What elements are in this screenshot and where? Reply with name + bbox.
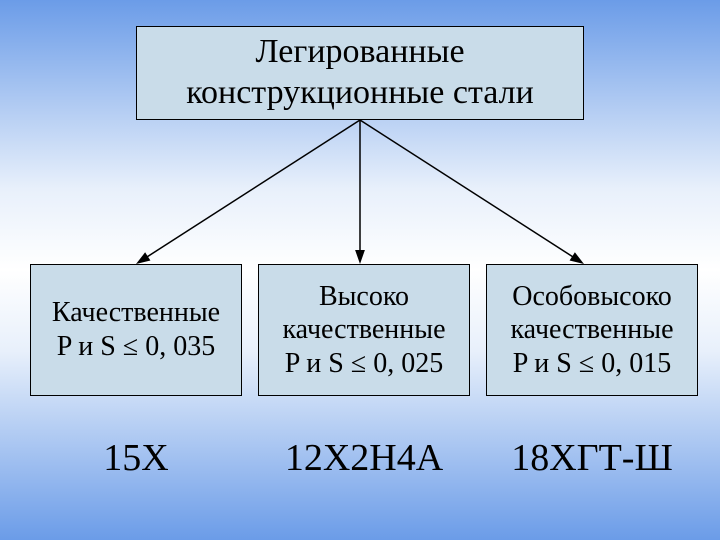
child-text-2: Высоко качественные P и S ≤ 0, 025 bbox=[282, 280, 445, 381]
child-text-3: Особовысоко качественные P и S ≤ 0, 015 bbox=[510, 280, 673, 381]
child-box-2: Высоко качественные P и S ≤ 0, 025 bbox=[258, 264, 470, 396]
child-box-3: Особовысоко качественные P и S ≤ 0, 015 bbox=[486, 264, 698, 396]
example-3: 18ХГТ-Ш bbox=[486, 436, 698, 480]
title-box: Легированные конструкционные стали bbox=[136, 26, 584, 120]
example-1: 15Х bbox=[30, 436, 242, 480]
diagram: Легированные конструкционные стали Качес… bbox=[0, 0, 720, 540]
child-box-1: Качественные P и S ≤ 0, 035 bbox=[30, 264, 242, 396]
example-2: 12Х2Н4А bbox=[258, 436, 470, 480]
title-text: Легированные конструкционные стали bbox=[145, 32, 575, 114]
child-text-1: Качественные P и S ≤ 0, 035 bbox=[52, 296, 220, 363]
